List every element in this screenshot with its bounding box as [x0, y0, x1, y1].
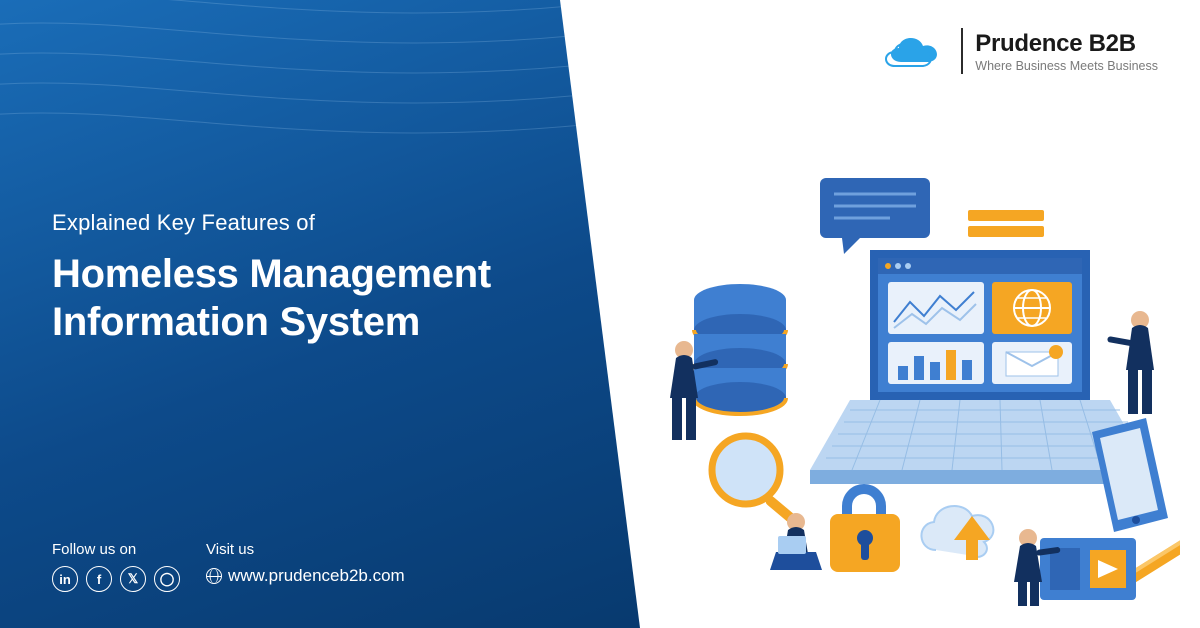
tabs-icon — [968, 210, 1044, 237]
database-icon — [694, 284, 786, 414]
url-text: www.prudenceb2b.com — [228, 566, 405, 586]
headline-block: Explained Key Features of Homeless Manag… — [52, 210, 560, 346]
panel-board-icon — [1040, 538, 1136, 600]
magnifier-icon — [712, 436, 799, 526]
padlock-icon — [830, 484, 900, 572]
visit-label: Visit us — [206, 541, 405, 558]
isometric-illustration — [620, 150, 1180, 610]
logo: Prudence B2B Where Business Meets Busine… — [881, 28, 1158, 74]
phone-icon — [1092, 418, 1168, 532]
footer: Follow us on in f 𝕏 ◯ Visit us www.prude… — [52, 541, 405, 592]
instagram-icon[interactable]: ◯ — [154, 566, 180, 592]
person-sitting-icon — [770, 513, 822, 570]
facebook-icon[interactable]: f — [86, 566, 112, 592]
title-line-2: Information System — [52, 298, 560, 346]
visit-url[interactable]: www.prudenceb2b.com — [206, 566, 405, 586]
logo-divider — [961, 28, 963, 74]
follow-label: Follow us on — [52, 541, 180, 558]
cloud-icon — [881, 30, 949, 72]
cloud-upload-icon — [921, 506, 993, 560]
subtitle: Explained Key Features of — [52, 210, 560, 236]
logo-text: Prudence B2B Where Business Meets Busine… — [975, 30, 1158, 73]
left-panel: Explained Key Features of Homeless Manag… — [0, 0, 640, 628]
globe-icon — [206, 568, 222, 584]
speech-bubble-icon — [820, 178, 930, 254]
person-touching-screen-icon — [1107, 311, 1154, 414]
visit-us-block: Visit us www.prudenceb2b.com — [206, 541, 405, 586]
linkedin-icon[interactable]: in — [52, 566, 78, 592]
follow-us-block: Follow us on in f 𝕏 ◯ — [52, 541, 180, 592]
title: Homeless Management Information System — [52, 250, 560, 346]
title-line-1: Homeless Management — [52, 250, 560, 298]
wave-decoration — [0, 0, 640, 220]
brand-name: Prudence B2B — [975, 30, 1158, 58]
brand-tagline: Where Business Meets Business — [975, 59, 1158, 73]
x-twitter-icon[interactable]: 𝕏 — [120, 566, 146, 592]
social-icons: in f 𝕏 ◯ — [52, 566, 180, 592]
